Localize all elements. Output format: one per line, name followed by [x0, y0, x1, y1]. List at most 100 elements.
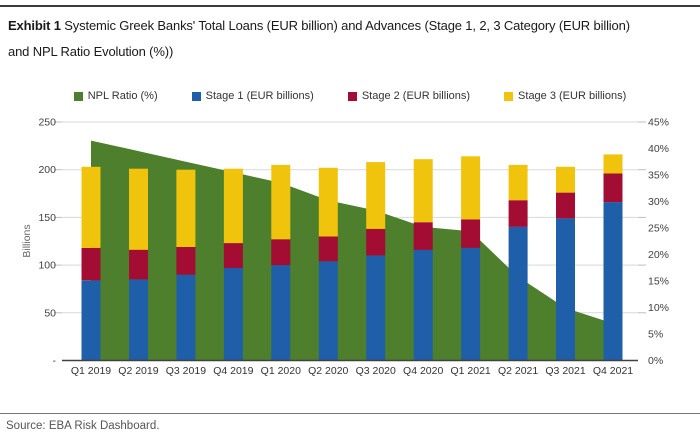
bar-segment-stage-3 — [271, 164, 291, 240]
x-axis-label: Q2 2021 — [498, 365, 538, 377]
legend-label: NPL Ratio (%) — [87, 90, 158, 102]
bar-segment-stage-2 — [461, 219, 481, 248]
source-note: Source: EBA Risk Dashboard. — [6, 420, 160, 432]
bar-segment-stage-1 — [508, 226, 528, 361]
bar-segment-stage-2 — [508, 200, 528, 227]
top-divider — [0, 5, 700, 7]
x-axis-label: Q4 2019 — [213, 365, 253, 377]
left-axis-label: 150 — [38, 212, 56, 224]
bar-segment-stage-1 — [461, 247, 481, 361]
bar-segment-stage-3 — [366, 162, 386, 229]
title-line-2: and NPL Ratio Evolution (%)) — [8, 44, 174, 59]
stacked-bar-q4-2020 — [413, 159, 433, 361]
x-axis-label: Q2 2020 — [308, 365, 348, 377]
x-axis-label: Q3 2019 — [166, 365, 206, 377]
left-axis-label: 250 — [38, 117, 56, 129]
legend-swatch-icon — [191, 91, 201, 101]
legend-swatch-icon — [347, 91, 357, 101]
bar-segment-stage-3 — [129, 168, 148, 250]
right-axis-label: 40% — [648, 143, 669, 155]
legend-swatch-icon — [73, 91, 83, 101]
bar-segment-stage-2 — [129, 249, 148, 280]
bar-segment-stage-1 — [603, 202, 623, 361]
title-line-1: Exhibit 1 Systemic Greek Banks' Total Lo… — [8, 13, 696, 39]
right-axis-label: 25% — [648, 223, 669, 235]
legend-swatch-icon — [504, 91, 514, 101]
x-axis-label: Q4 2020 — [403, 365, 443, 377]
x-axis-label: Q1 2019 — [71, 365, 111, 377]
legend-item-npl-ratio: NPL Ratio (%) — [73, 90, 158, 102]
bar-segment-stage-3 — [413, 159, 433, 223]
stacked-bar-q4-2019 — [223, 168, 243, 361]
legend-item-stage-2-eur-billions: Stage 2 (EUR billions) — [347, 90, 471, 102]
bar-segment-stage-1 — [81, 280, 101, 361]
bar-segment-stage-3 — [508, 164, 528, 201]
bar-segment-stage-1 — [176, 274, 196, 361]
exhibit-label: Exhibit 1 — [8, 18, 61, 33]
right-axis-label: 45% — [648, 117, 669, 129]
bottom-divider — [0, 413, 700, 414]
left-axis-label: 50 — [44, 307, 56, 319]
bar-segment-stage-1 — [129, 279, 148, 361]
left-axis-label: 200 — [38, 164, 56, 176]
chart-legend: NPL Ratio (%) Stage 1 (EUR billions) Stage… — [0, 90, 700, 102]
legend-item-stage-3-eur-billions: Stage 3 (EUR billions) — [504, 90, 626, 102]
bar-segment-stage-2 — [366, 228, 386, 256]
right-axis-label: 30% — [648, 196, 669, 208]
bar-segment-stage-2 — [81, 247, 101, 281]
stacked-bar-q1-2021 — [461, 156, 481, 361]
bar-segment-stage-1 — [271, 265, 291, 361]
bar-segment-stage-1 — [556, 218, 575, 361]
bar-segment-stage-3 — [176, 169, 196, 247]
bar-segment-stage-2 — [413, 222, 433, 250]
x-axis-label: Q3 2021 — [545, 365, 585, 377]
stacked-bar-q2-2021 — [508, 164, 528, 361]
loans-npl-combo-chart: 250 200 150 100 50 - 45% 40% 35% 30% 25% 20% 15% 10% 5… — [21, 117, 669, 378]
bar-segment-stage-2 — [556, 192, 575, 219]
x-axis-label: Q4 2021 — [593, 365, 633, 377]
legend-label: Stage 3 (EUR billions) — [518, 90, 627, 102]
x-axis-label: Q2 2019 — [118, 365, 158, 377]
right-axis-label: 15% — [648, 276, 669, 288]
stacked-bar-q2-2020 — [318, 167, 338, 361]
left-axis-label: - — [53, 355, 57, 367]
title-text: Systemic Greek Banks' Total Loans (EUR b… — [60, 18, 630, 33]
stacked-bar-q3-2019 — [176, 169, 196, 361]
stacked-bar-q2-2019 — [129, 168, 148, 361]
right-axis-label: 0% — [648, 355, 663, 367]
stacked-bar-q1-2020 — [271, 164, 291, 361]
bar-segment-stage-3 — [556, 166, 575, 193]
right-axis-label: 5% — [648, 329, 663, 341]
exhibit-title: Exhibit 1 Systemic Greek Banks' Total Lo… — [8, 13, 696, 65]
legend-label: Stage 2 (EUR billions) — [361, 90, 471, 102]
bar-segment-stage-3 — [603, 154, 623, 174]
bar-segment-stage-3 — [461, 156, 481, 220]
bar-segment-stage-1 — [413, 249, 433, 361]
bar-segment-stage-1 — [318, 261, 338, 361]
right-axis-label: 35% — [648, 170, 669, 182]
bar-segment-stage-2 — [271, 239, 291, 266]
x-axis-label: Q1 2021 — [450, 365, 490, 377]
left-axis-title: Billions — [21, 224, 33, 257]
left-axis-label: 100 — [38, 260, 56, 272]
bar-segment-stage-1 — [223, 268, 243, 361]
bar-segment-stage-3 — [223, 168, 243, 244]
bar-segment-stage-1 — [366, 255, 386, 361]
x-axis-label: Q1 2020 — [261, 365, 301, 377]
bar-segment-stage-2 — [176, 247, 196, 275]
bar-segment-stage-2 — [318, 236, 338, 262]
x-axis-label: Q3 2020 — [356, 365, 396, 377]
stacked-bar-q4-2021 — [603, 154, 623, 361]
stacked-bar-q3-2021 — [556, 166, 575, 361]
bar-segment-stage-2 — [603, 173, 623, 203]
npl-ratio-area — [91, 140, 613, 361]
bar-segment-stage-3 — [318, 167, 338, 237]
stacked-bar-q3-2020 — [366, 162, 386, 361]
right-axis-label: 10% — [648, 302, 669, 314]
legend-item-stage-1-eur-billions: Stage 1 (EUR billions) — [191, 90, 314, 102]
stacked-bar-q1-2019 — [81, 166, 101, 361]
bar-segment-stage-2 — [223, 243, 243, 268]
right-axis-label: 20% — [648, 249, 669, 261]
legend-label: Stage 1 (EUR billions) — [205, 90, 314, 102]
